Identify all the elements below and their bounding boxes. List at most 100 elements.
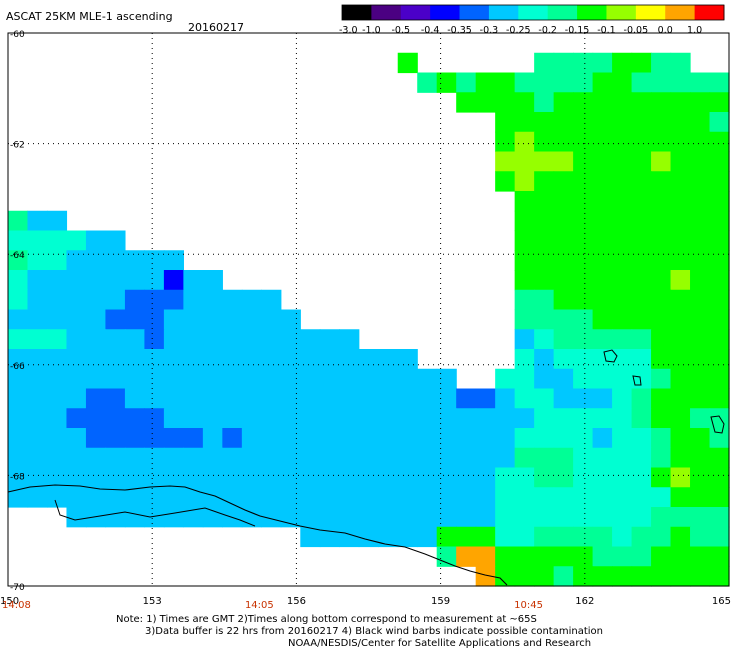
heatmap-cell (456, 72, 477, 93)
heatmap-cell (709, 92, 730, 113)
heatmap-cell (27, 388, 48, 409)
heatmap-cell (631, 112, 652, 133)
heatmap-cell (670, 487, 691, 508)
heatmap-cell (690, 526, 711, 548)
colorbar-label: 1.0 (687, 25, 702, 36)
heatmap-cell (85, 428, 107, 449)
heatmap-cell (709, 230, 730, 251)
heatmap-cell (514, 487, 535, 508)
y-tick-label: -66 (10, 362, 25, 372)
heatmap-cell (124, 349, 146, 370)
colorbar-swatch (342, 5, 372, 20)
colorbar-label: -1.0 (362, 25, 381, 36)
heatmap-cell (378, 467, 399, 488)
heatmap-cell (709, 566, 730, 587)
heatmap-cell (690, 250, 711, 271)
heatmap-cell (670, 349, 691, 370)
heatmap-cell (534, 447, 555, 469)
heatmap-cell (709, 131, 730, 153)
heatmap-cell (592, 329, 613, 350)
heatmap-cell (124, 507, 146, 528)
heatmap-cell (183, 388, 204, 409)
coastline-path (7, 484, 508, 586)
heatmap-cell (573, 52, 594, 74)
heatmap-cell (612, 72, 633, 93)
heatmap-cell (514, 151, 535, 172)
heatmap-cell (397, 428, 418, 449)
heatmap-cell (144, 289, 165, 311)
heatmap-cell (514, 388, 535, 409)
colorbar-label: -0.2 (538, 25, 557, 36)
heatmap-cell (46, 428, 68, 449)
heatmap-cell (612, 428, 633, 449)
heatmap-cell (261, 487, 282, 508)
heatmap-cell (183, 487, 204, 508)
heatmap-cell (397, 388, 418, 409)
heatmap-cell (612, 92, 633, 113)
heatmap-cell (709, 447, 730, 469)
heatmap-cell (592, 171, 613, 192)
heatmap-cell (651, 210, 672, 232)
heatmap-cells (8, 52, 730, 587)
heatmap-cell (8, 309, 29, 330)
heatmap-cell (27, 329, 48, 350)
heatmap-cell (495, 171, 516, 192)
heatmap-cell (514, 428, 535, 449)
heatmap-cell (592, 428, 613, 449)
heatmap-cell (690, 72, 711, 93)
heatmap-cell (534, 171, 555, 192)
heatmap-cell (241, 428, 262, 449)
heatmap-cell (495, 507, 516, 528)
heatmap-cell (592, 467, 613, 488)
heatmap-cell (319, 368, 340, 390)
heatmap-cell (592, 210, 613, 232)
heatmap-cell (514, 270, 535, 291)
heatmap-cell (339, 428, 360, 449)
heatmap-cell (534, 191, 555, 212)
heatmap-cell (436, 487, 457, 508)
y-tick-label: -64 (10, 251, 25, 261)
heatmap-cell (612, 270, 633, 291)
heatmap-cell (144, 250, 165, 271)
heatmap-cell (709, 151, 730, 172)
heatmap-cell (612, 112, 633, 133)
heatmap-cell (66, 309, 87, 330)
heatmap-cell (670, 210, 691, 232)
island-outline-1 (603, 349, 618, 363)
heatmap-cell (280, 408, 301, 429)
heatmap-cell (592, 546, 613, 567)
heatmap-cell (280, 368, 301, 390)
heatmap-cell (612, 309, 633, 330)
heatmap-cell (514, 210, 535, 232)
heatmap-cell (241, 309, 262, 330)
heatmap-cell (670, 447, 691, 469)
colorbar-labels: -3.0 -1.0 -0.5 -0.4 -0.35 -0.3 -0.25 -0.2 -0.15-… (339, 25, 702, 36)
heatmap-cell (495, 487, 516, 508)
heatmap-cell (573, 210, 594, 232)
heatmap-cell (631, 131, 652, 153)
heatmap-cell (378, 368, 399, 390)
heatmap-cell (124, 408, 146, 429)
heatmap-cell (592, 388, 613, 409)
heatmap-cell (124, 250, 146, 271)
heatmap-cell (534, 388, 555, 409)
heatmap-cell (144, 507, 165, 528)
heatmap-cell (651, 131, 672, 153)
heatmap-cell (436, 447, 457, 469)
heatmap-cell (105, 230, 126, 251)
heatmap-cell (27, 230, 48, 251)
heatmap-cell (475, 388, 496, 409)
heatmap-cell (534, 151, 555, 172)
heatmap-cell (417, 526, 438, 548)
heatmap-cell (319, 507, 340, 528)
heatmap-cell (534, 309, 555, 330)
heatmap-cell (358, 507, 379, 528)
heatmap-cell (592, 408, 613, 429)
heatmap-cell (66, 329, 87, 350)
heatmap-cell (573, 270, 594, 291)
heatmap-cell (690, 230, 711, 251)
heatmap-cell (670, 368, 691, 390)
heatmap-cell (670, 329, 691, 350)
heatmap-cell (378, 447, 399, 469)
heatmap-cell (514, 507, 535, 528)
